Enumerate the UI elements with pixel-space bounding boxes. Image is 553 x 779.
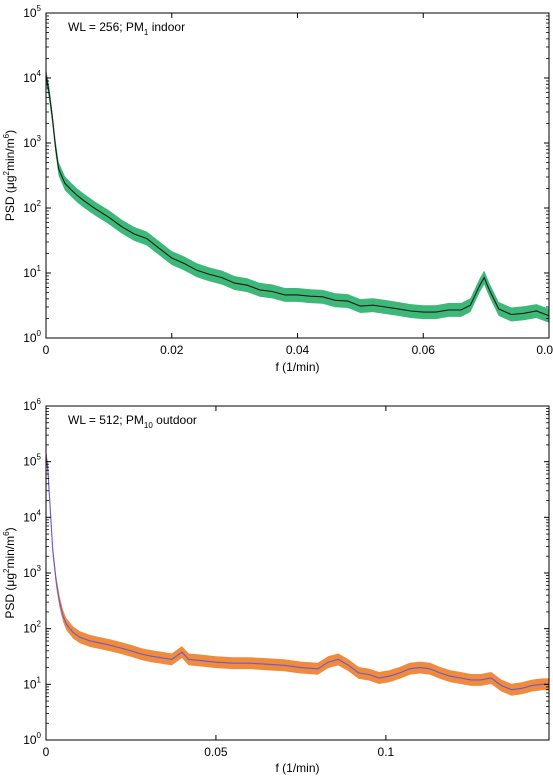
confidence-band — [46, 68, 549, 323]
x-tick-label: 0.02 — [160, 343, 184, 357]
y-tick-label: 104 — [23, 508, 41, 524]
plot-marks — [46, 449, 549, 696]
y-tick-label: 105 — [23, 4, 41, 20]
y-tick-label: 105 — [23, 453, 41, 469]
panel-annotation: WL = 512; PM10 outdoor — [68, 413, 197, 430]
plot-area — [46, 406, 549, 740]
series-line — [46, 455, 549, 691]
x-tick-label: 0 — [43, 745, 50, 759]
x-tick-label: 0.04 — [286, 343, 310, 357]
panel-bottom: 100 101 102 103 104 105 106 0 0.05 0.1 f (1/min) PS… — [2, 397, 550, 775]
x-tick-label: 0.05 — [204, 745, 228, 759]
y-tick-label: 102 — [23, 620, 41, 636]
plot-area — [46, 13, 549, 338]
y-tick-label: 101 — [23, 675, 41, 691]
y-tick-label: 106 — [23, 397, 41, 413]
y-tick-label: 102 — [23, 199, 41, 215]
x-tick-label: 0.1 — [378, 745, 395, 759]
y-tick-label: 103 — [23, 564, 41, 580]
plot-marks — [46, 68, 549, 323]
x-tick-label: 0 — [43, 343, 50, 357]
panel-annotation: WL = 256; PM1 indoor — [68, 20, 185, 37]
y-tick-label: 103 — [23, 134, 41, 150]
x-axis-label: f (1/min) — [275, 761, 319, 775]
panel-top: 100 101 102 103 104 105 0 0.02 0.04 0.06 0.0 f (1/m… — [2, 4, 553, 374]
y-axis-label: PSD (μg2min/m6) — [2, 527, 17, 618]
y-tick-label: 100 — [23, 329, 41, 345]
x-tick-label: 0.06 — [412, 343, 436, 357]
y-tick-label: 104 — [23, 69, 41, 85]
y-axis-label: PSD (μg2min/m6) — [2, 130, 17, 221]
y-tick-label: 101 — [23, 264, 41, 280]
y-tick-label: 100 — [23, 731, 41, 747]
series-line — [46, 75, 549, 317]
x-axis-label: f (1/min) — [275, 360, 319, 374]
x-tick-label: 0.0 — [536, 343, 553, 357]
